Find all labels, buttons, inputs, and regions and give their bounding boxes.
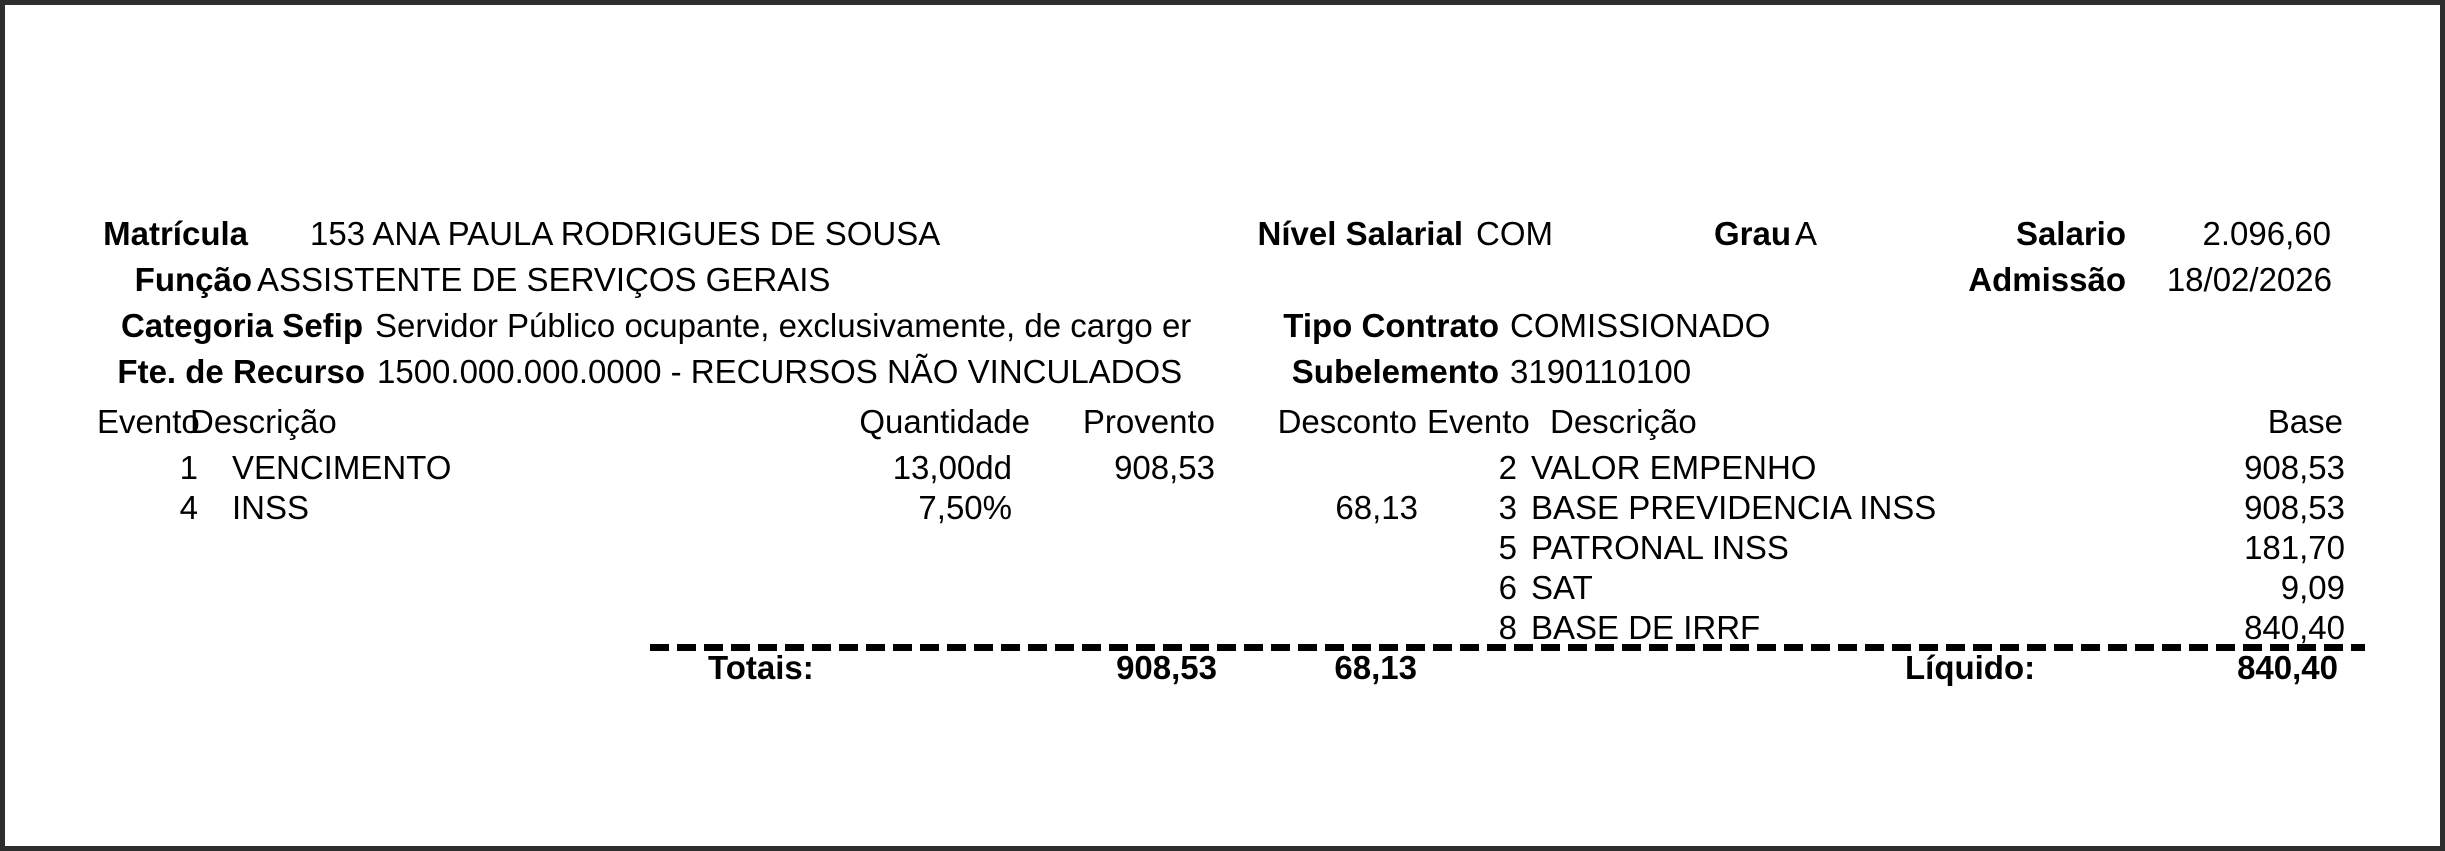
totals-provento-value: 908,53 [1116,649,1217,686]
event-description: BASE DE IRRF [1531,609,1761,646]
subelemento-value: 3190110100 [1510,353,1692,390]
event-number: 4 [179,489,198,526]
totals-label: Totais: [708,649,814,686]
matricula-value: 153 ANA PAULA RODRIGUES DE SOUSA [310,215,941,252]
header-evento-left: Evento [97,403,200,440]
event-number: 1 [179,449,198,486]
totals-divider [650,644,2365,651]
fte-recurso-value: 1500.000.000.0000 - RECURSOS NÃO VINCULA… [377,353,1183,390]
liquido-label: Líquido: [1905,649,2036,686]
funcao-label: Função [134,261,252,298]
admissao-value: 18/02/2026 [2166,261,2332,298]
salario-value: 2.096,60 [2202,215,2331,252]
fte-recurso-label: Fte. de Recurso [117,353,365,390]
event-quantity: 7,50% [918,489,1012,526]
header-desconto: Desconto [1277,403,1417,440]
event-number: 3 [1498,489,1517,526]
event-description: INSS [232,489,310,526]
event-base: 840,40 [2244,609,2345,646]
header-evento-right: Evento [1427,403,1530,440]
tipo-contrato-label: Tipo Contrato [1283,307,1499,344]
event-number: 8 [1498,609,1517,646]
header-base: Base [2267,403,2343,440]
grau-value: A [1795,215,1818,252]
header-quantidade: Quantidade [859,403,1030,440]
event-base: 9,09 [2280,569,2345,606]
subelemento-label: Subelemento [1291,353,1499,390]
event-desconto: 68,13 [1335,489,1418,526]
event-description: BASE PREVIDENCIA INSS [1531,489,1937,526]
event-number: 6 [1498,569,1517,606]
totals-desconto-value: 68,13 [1334,649,1417,686]
matricula-label: Matrícula [103,215,248,252]
header-descricao-left: Descrição [190,403,337,440]
admissao-label: Admissão [1968,261,2126,298]
event-provento: 908,53 [1114,449,1215,486]
liquido-value: 840,40 [2237,649,2338,686]
event-quantity: 13,00dd [892,449,1012,486]
funcao-value: ASSISTENTE DE SERVIÇOS GERAIS [257,261,831,298]
event-description: PATRONAL INSS [1531,529,1789,566]
event-base: 181,70 [2244,529,2345,566]
header-descricao-right: Descrição [1550,403,1697,440]
grau-label: Grau [1713,215,1791,252]
event-description: SAT [1531,569,1593,606]
event-description: VENCIMENTO [232,449,452,486]
categoria-sefip-label: Categoria Sefip [120,307,363,344]
event-description: VALOR EMPENHO [1531,449,1817,486]
event-number: 2 [1498,449,1517,486]
categoria-sefip-value: Servidor Público ocupante, exclusivament… [375,307,1192,344]
event-number: 5 [1498,529,1517,566]
event-base: 908,53 [2244,449,2345,486]
nivel-salarial-label: Nível Salarial [1257,215,1463,252]
nivel-salarial-value: COM [1476,215,1553,252]
header-provento: Provento [1082,403,1215,440]
tipo-contrato-value: COMISSIONADO [1510,307,1771,344]
event-base: 908,53 [2244,489,2345,526]
salario-label: Salario [2015,215,2126,252]
